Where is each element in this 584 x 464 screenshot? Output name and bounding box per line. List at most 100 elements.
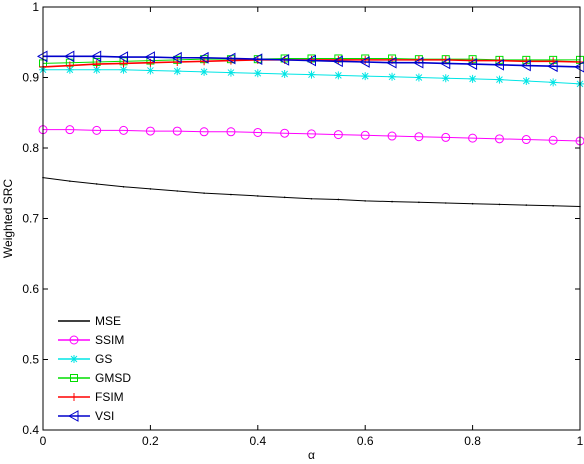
data-point (198, 51, 209, 64)
legend-marker (70, 393, 78, 401)
data-point (337, 198, 340, 201)
y-tick-label: 0.8 (22, 141, 39, 155)
data-point (226, 68, 235, 77)
y-tick-label: 0.5 (22, 353, 39, 367)
data-point (525, 204, 528, 206)
data-point (149, 188, 152, 190)
data-point (144, 51, 155, 63)
series-line (43, 55, 581, 68)
data-point (439, 57, 451, 70)
data-point (226, 127, 236, 137)
data-point (145, 126, 155, 136)
data-point (441, 74, 450, 83)
data-point (360, 130, 370, 140)
data-point (119, 59, 128, 68)
data-point (552, 205, 554, 207)
y-tick-label: 0.6 (22, 282, 39, 296)
data-point (200, 67, 209, 76)
data-point (418, 201, 420, 204)
legend-entry: SSIM (58, 333, 124, 347)
legend-entry: GS (58, 352, 112, 366)
data-point (520, 59, 531, 72)
legend-marker (69, 335, 79, 345)
x-tick-label: 0.4 (249, 434, 266, 448)
data-point (230, 193, 232, 196)
data-point (253, 127, 263, 137)
y-tick-label: 1 (32, 0, 39, 14)
legend-marker (70, 355, 78, 363)
legend-entry: VSI (58, 409, 114, 423)
legend-label: GS (95, 352, 112, 366)
data-point (63, 50, 75, 63)
data-point (146, 66, 155, 75)
legend-label: GMSD (95, 371, 131, 385)
data-point (333, 130, 343, 140)
data-point (495, 75, 504, 84)
data-point (278, 54, 290, 66)
data-point (548, 135, 558, 145)
data-point (412, 56, 424, 69)
series-vsi (36, 50, 584, 73)
legend-entry: MSE (58, 314, 121, 328)
data-point (547, 60, 558, 73)
data-point (334, 71, 343, 80)
data-point (521, 135, 531, 145)
data-point (391, 200, 393, 203)
data-point (471, 202, 474, 205)
data-point (361, 72, 370, 81)
data-point (283, 196, 286, 199)
series-line (43, 129, 581, 142)
data-point (176, 190, 179, 192)
x-tick-label: 0 (40, 434, 47, 448)
data-point (310, 197, 313, 200)
data-point (388, 72, 397, 81)
data-point (90, 50, 102, 63)
data-point (493, 58, 504, 71)
data-point (253, 69, 262, 78)
data-point (92, 60, 101, 69)
legend-label: MSE (95, 314, 121, 328)
series-ssim (38, 125, 584, 146)
y-tick-label: 0.4 (22, 423, 39, 437)
data-point (69, 180, 71, 182)
data-point (173, 67, 182, 76)
legend-marker (70, 374, 78, 382)
data-point (549, 57, 558, 66)
legend: MSE SSIM GS GMSD FSIM VSI (58, 314, 131, 423)
data-point (441, 132, 451, 142)
data-point (95, 183, 98, 185)
data-point (494, 134, 504, 144)
series-mse (42, 176, 581, 208)
data-point (414, 73, 423, 82)
legend-entry: FSIM (58, 390, 124, 404)
data-point (199, 127, 209, 137)
data-point (522, 77, 531, 86)
legend-marker (67, 410, 79, 422)
data-point (122, 185, 125, 188)
data-point (203, 192, 205, 194)
y-axis-label: Weighted SRC (1, 179, 15, 258)
data-point (307, 129, 316, 139)
data-point (171, 51, 182, 64)
legend-label: SSIM (95, 333, 124, 347)
data-point (364, 200, 367, 202)
data-point (172, 126, 182, 136)
data-point (444, 202, 447, 204)
data-point (200, 57, 209, 66)
data-point (549, 78, 558, 87)
data-point (498, 203, 501, 206)
x-axis-label: α (308, 448, 315, 462)
data-point (305, 54, 316, 67)
series-line (42, 177, 581, 208)
data-point (307, 70, 316, 79)
data-point (468, 74, 477, 83)
data-point (441, 55, 450, 64)
data-point (332, 55, 343, 68)
data-point (224, 52, 236, 65)
data-point (92, 65, 101, 74)
data-point (387, 131, 397, 141)
data-point (414, 132, 424, 142)
data-point (251, 53, 263, 66)
x-tick-label: 0.6 (357, 434, 374, 448)
